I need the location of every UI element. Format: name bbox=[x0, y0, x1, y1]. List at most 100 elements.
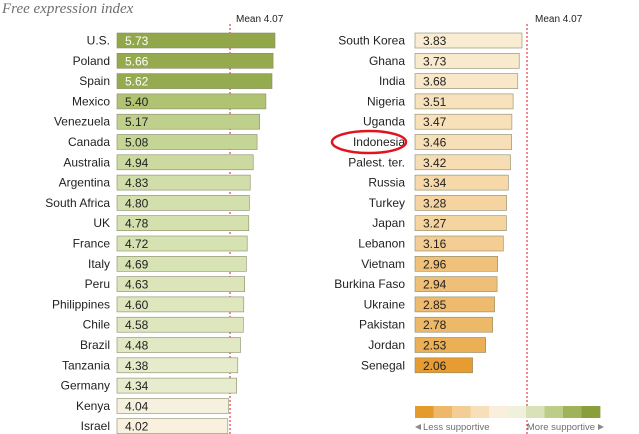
left-country-label: Tanzania bbox=[62, 358, 110, 372]
left-bar bbox=[116, 113, 260, 130]
legend-swatch bbox=[452, 406, 471, 418]
left-value-label: 5.66 bbox=[125, 54, 149, 68]
right-bar bbox=[414, 32, 523, 49]
right-mean-label: Mean 4.07 bbox=[535, 14, 583, 25]
highlight-circle bbox=[330, 129, 408, 155]
right-value-label: 3.83 bbox=[423, 34, 447, 48]
right-country-label: Vietnam bbox=[361, 257, 405, 271]
color-scale-legend: Less supportive More supportive bbox=[415, 406, 604, 433]
right-bar bbox=[414, 235, 504, 252]
right-bar bbox=[414, 337, 486, 353]
left-country-label: Italy bbox=[88, 257, 110, 271]
right-value-label: 2.96 bbox=[423, 257, 447, 271]
right-bar bbox=[414, 255, 498, 272]
right-value-label: 3.73 bbox=[423, 54, 447, 68]
left-value-label: 4.38 bbox=[125, 359, 149, 373]
right-bar bbox=[414, 154, 511, 171]
right-bar bbox=[414, 215, 507, 231]
left-value-label: 4.58 bbox=[125, 318, 149, 332]
left-value-label: 4.69 bbox=[125, 257, 149, 271]
right-country-label: Pakistan bbox=[359, 318, 405, 332]
right-country-label: India bbox=[379, 74, 405, 88]
right-value-label: 3.46 bbox=[423, 136, 447, 150]
right-country-label: Lebanon bbox=[358, 237, 405, 251]
left-country-label: U.S. bbox=[87, 34, 110, 48]
right-bar bbox=[414, 195, 507, 211]
left-value-label: 4.72 bbox=[125, 237, 149, 251]
legend-swatch bbox=[526, 406, 545, 418]
right-bar bbox=[414, 316, 493, 333]
left-country-label: Peru bbox=[85, 277, 110, 291]
left-country-label: Venezuela bbox=[54, 115, 110, 129]
left-value-label: 4.48 bbox=[125, 339, 149, 353]
left-bar bbox=[116, 52, 274, 69]
right-country-label: Uganda bbox=[363, 115, 405, 129]
left-bar bbox=[116, 357, 239, 374]
chart-title: Free expression index bbox=[2, 1, 134, 17]
right-country-label: Palest. ter. bbox=[348, 155, 405, 169]
left-value-label: 5.40 bbox=[125, 95, 149, 109]
right-value-label: 2.78 bbox=[423, 318, 447, 332]
right-bar bbox=[414, 93, 514, 110]
legend-swatch bbox=[563, 406, 582, 418]
right-country-label: South Korea bbox=[338, 34, 405, 48]
right-country-label: Senegal bbox=[361, 358, 405, 372]
left-country-label: UK bbox=[93, 216, 110, 230]
left-bar bbox=[116, 215, 250, 231]
left-bar-panel: Mean 4.07 U.S. 5.73 Poland 5.66 Spain 5.62 Mexi… bbox=[45, 14, 284, 434]
left-value-label: 4.78 bbox=[125, 217, 149, 231]
right-bar-panel: Mean 4.07 South Korea 3.83 Ghana 3.73 India 3.… bbox=[330, 14, 583, 434]
right-country-label: Burkina Faso bbox=[334, 277, 405, 291]
left-country-label: Canada bbox=[68, 135, 110, 149]
left-country-label: Israel bbox=[81, 419, 110, 433]
right-value-label: 3.68 bbox=[423, 75, 447, 89]
left-country-label: Chile bbox=[83, 318, 111, 332]
legend-swatch bbox=[544, 406, 564, 418]
right-bar bbox=[414, 276, 498, 292]
left-bar bbox=[116, 134, 258, 150]
right-country-label: Ghana bbox=[369, 54, 405, 68]
right-value-label: 3.16 bbox=[423, 237, 447, 251]
right-country-label: Indonesia bbox=[353, 135, 405, 149]
right-country-label: Russia bbox=[368, 176, 405, 190]
right-value-label: 3.47 bbox=[423, 115, 447, 129]
left-bar bbox=[116, 174, 251, 191]
right-value-label: 2.53 bbox=[423, 339, 447, 353]
left-country-label: Philippines bbox=[52, 297, 110, 311]
left-country-label: France bbox=[73, 237, 111, 251]
left-bar bbox=[116, 235, 248, 252]
left-country-label: Mexico bbox=[72, 94, 110, 108]
left-bar bbox=[116, 296, 245, 313]
left-bar bbox=[116, 93, 267, 110]
left-bar bbox=[116, 276, 245, 292]
legend-less-label: Less supportive bbox=[423, 422, 490, 433]
left-bar bbox=[116, 73, 273, 89]
left-value-label: 4.02 bbox=[125, 420, 149, 434]
left-value-label: 4.80 bbox=[125, 196, 149, 210]
left-country-label: Kenya bbox=[76, 399, 110, 413]
right-bar bbox=[414, 296, 495, 313]
left-country-label: Poland bbox=[73, 54, 110, 68]
legend-swatch bbox=[489, 406, 508, 418]
left-value-label: 5.17 bbox=[125, 115, 149, 129]
right-value-label: 3.28 bbox=[423, 196, 447, 210]
left-mean-label: Mean 4.07 bbox=[236, 14, 284, 25]
left-value-label: 5.73 bbox=[125, 34, 149, 48]
left-bar bbox=[116, 255, 247, 272]
left-value-label: 4.94 bbox=[125, 156, 149, 170]
right-value-label: 3.27 bbox=[423, 217, 447, 231]
right-value-label: 3.42 bbox=[423, 156, 447, 170]
right-bar bbox=[414, 174, 509, 191]
left-value-label: 4.63 bbox=[125, 278, 149, 292]
left-value-label: 4.04 bbox=[125, 399, 149, 413]
left-country-label: Australia bbox=[63, 155, 110, 169]
arrow-right-icon bbox=[598, 424, 604, 430]
left-bar bbox=[116, 316, 244, 333]
left-value-label: 5.62 bbox=[125, 75, 149, 89]
left-bar bbox=[116, 337, 241, 353]
left-value-label: 4.34 bbox=[125, 379, 149, 393]
legend-swatch bbox=[433, 406, 453, 418]
arrow-left-icon bbox=[415, 424, 421, 430]
left-country-label: Germany bbox=[61, 379, 110, 393]
